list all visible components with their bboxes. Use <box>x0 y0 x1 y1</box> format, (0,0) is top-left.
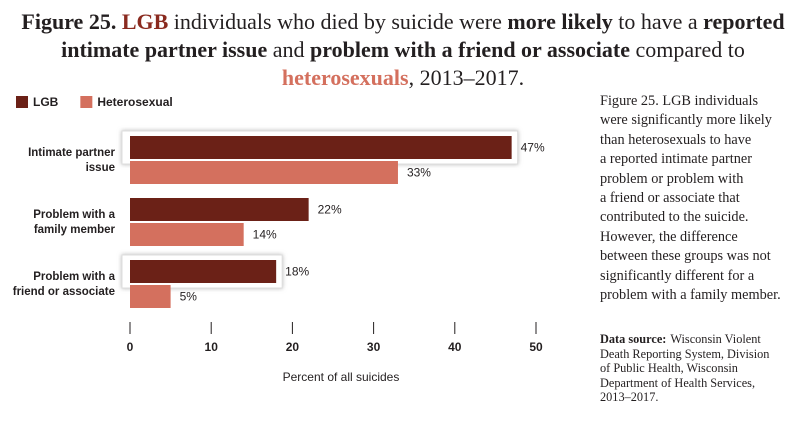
bar <box>130 260 277 283</box>
title-segment: individuals who died by suicide were <box>168 9 508 34</box>
bar <box>130 136 512 159</box>
value-label: 18% <box>285 265 309 279</box>
source-line: Death Reporting System, Division <box>600 347 769 362</box>
legend-swatch <box>80 96 93 108</box>
legend-swatch <box>16 96 28 108</box>
bar <box>130 285 171 308</box>
title-segment: , 2013–2017. <box>408 65 525 90</box>
x-tick-label: 0 <box>127 340 134 354</box>
chart-title: Figure 25. LGB individuals who died by s… <box>3 8 803 92</box>
title-segment: heterosexuals <box>281 65 409 90</box>
source-text: 2013–2017. <box>600 390 659 404</box>
legend-label: Heterosexual <box>97 95 172 109</box>
note-line: Figure 25. LGB individuals <box>600 93 759 109</box>
category-label: Problem with a family member <box>33 209 115 236</box>
note-line: than heterosexuals to have <box>600 131 752 148</box>
bar <box>130 223 244 246</box>
title-segment: to have a <box>612 9 704 34</box>
source-line: 2013–2017. <box>600 390 769 405</box>
note-line: contributed to the suicide. <box>600 209 749 226</box>
bar <box>130 161 398 184</box>
title-segment: Figure 25. <box>21 9 122 34</box>
note-line: were significantly more likely <box>600 112 772 129</box>
source-line: Department of Health Services, <box>600 376 769 391</box>
x-tick-label: 30 <box>367 340 381 354</box>
x-tick-label: 10 <box>205 340 219 354</box>
note-line: problem or problem with <box>600 170 744 187</box>
source-label: Data source: <box>600 332 667 346</box>
source-line: of Public Health, Wisconsin <box>600 361 769 376</box>
note: Figure 25. LGB individuals were significa… <box>600 92 781 305</box>
source: Data source: Wisconsin Violent Death Repor… <box>600 332 769 405</box>
x-axis-label: Percent of all suicides <box>283 370 400 384</box>
title-segment: and <box>267 37 311 62</box>
value-label: 5% <box>180 290 198 304</box>
x-tick-label: 20 <box>286 340 300 354</box>
note-line: a reported intimate partner <box>600 151 753 168</box>
source-text: Death Reporting System, Division <box>600 346 770 361</box>
source-text: Wisconsin Violent <box>670 332 761 346</box>
source-line: Data source: Wisconsin Violent <box>600 332 769 347</box>
note-line: However, the difference <box>600 228 738 245</box>
note-line: between these groups was not <box>600 248 771 265</box>
value-label: 33% <box>407 166 431 180</box>
x-tick-label: 50 <box>529 340 543 354</box>
source-text: Department of Health Services, <box>600 375 756 390</box>
title-segment: LGB <box>121 9 169 34</box>
legend-label: LGB <box>33 95 59 109</box>
note-line: problem with a family member. <box>600 287 781 304</box>
note-line: a friend or associate that <box>600 190 740 207</box>
x-tick-label: 40 <box>448 340 462 354</box>
bar <box>130 198 309 221</box>
title-segment: compared to <box>630 37 745 62</box>
title-segment: reported intimate partner issue <box>61 9 785 62</box>
title-segment: more likely <box>507 9 613 34</box>
category-label: Problem with a friend or associate <box>12 271 115 298</box>
value-label: 14% <box>253 228 277 242</box>
value-label: 22% <box>318 203 342 217</box>
note-line: significantly different for a <box>600 267 755 284</box>
value-label: 47% <box>521 141 545 155</box>
category-label: Intimate partner issue <box>28 147 115 174</box>
source-text: of Public Health, Wisconsin <box>600 361 738 375</box>
title-segment: problem with a friend or associate <box>310 37 631 62</box>
